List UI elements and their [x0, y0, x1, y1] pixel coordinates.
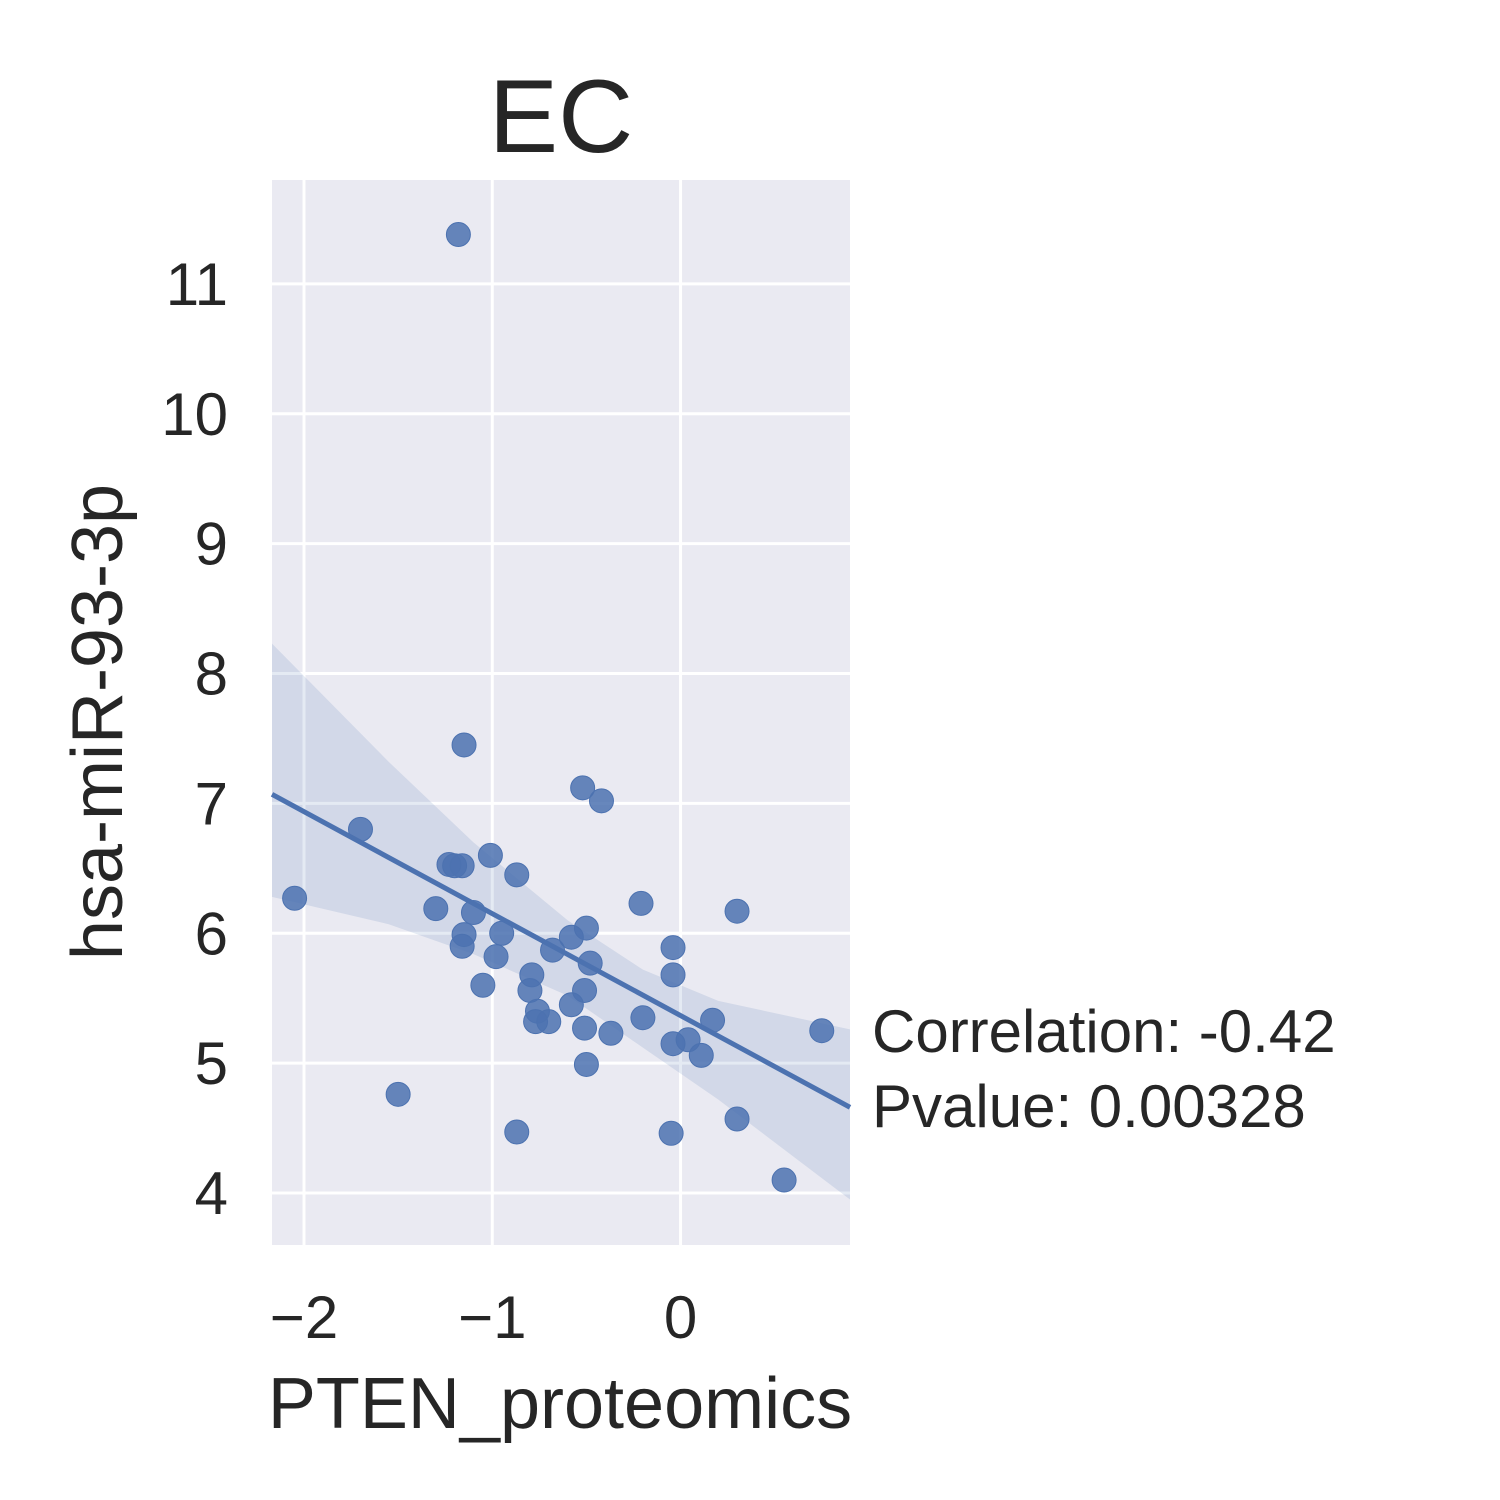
y-tick-label: 5	[195, 1030, 228, 1097]
data-point	[451, 732, 477, 758]
data-point	[504, 862, 530, 888]
data-point	[449, 853, 475, 879]
data-point	[598, 1020, 624, 1046]
data-point	[449, 933, 475, 959]
y-tick-label: 7	[195, 770, 228, 837]
x-gridlines	[302, 180, 683, 1245]
data-point	[282, 885, 308, 911]
data-point	[504, 1119, 530, 1145]
data-point	[423, 896, 449, 922]
data-point	[660, 935, 686, 961]
data-point	[470, 972, 496, 998]
y-tick-label: 10	[161, 381, 228, 448]
data-point	[536, 1009, 562, 1035]
data-point	[660, 962, 686, 988]
data-point	[558, 992, 584, 1018]
pvalue-annotation: Pvalue: 0.00328	[872, 1073, 1306, 1140]
data-point	[658, 1120, 684, 1146]
data-point	[385, 1081, 411, 1107]
data-point	[628, 890, 654, 916]
x-axis-label: PTEN_proteomics	[268, 1364, 852, 1444]
data-point	[483, 944, 509, 970]
x-tick-label: −2	[270, 1284, 338, 1351]
y-tick-label: 8	[195, 641, 228, 708]
data-point	[588, 788, 614, 814]
chart-title: EC	[489, 59, 633, 175]
data-point	[573, 1051, 599, 1077]
data-point	[558, 924, 584, 950]
regression-line	[270, 792, 852, 1110]
y-tick-label: 11	[166, 251, 228, 318]
data-point	[771, 1167, 797, 1193]
y-tick-label: 9	[195, 511, 228, 578]
y-axis-label: hsa-miR-93-3p	[58, 484, 138, 960]
data-point	[477, 842, 503, 868]
scatter-points	[282, 222, 835, 1193]
y-tick-label: 4	[195, 1160, 228, 1227]
y-tick-label: 6	[195, 900, 228, 967]
data-point	[660, 1031, 686, 1057]
x-tick-labels: −2 −1 0	[270, 1284, 697, 1351]
data-point	[809, 1018, 835, 1044]
data-point	[630, 1005, 656, 1031]
plot-background	[272, 180, 850, 1245]
correlation-annotation: Correlation: -0.42	[872, 998, 1336, 1065]
data-point	[724, 1106, 750, 1132]
x-tick-label: 0	[664, 1284, 697, 1351]
data-point	[724, 898, 750, 924]
x-tick-label: −1	[458, 1284, 526, 1351]
data-point	[445, 222, 471, 248]
data-point	[570, 775, 596, 801]
regression-layer	[270, 792, 852, 1110]
y-tick-labels: 4 5 6 7 8 9 10 11	[161, 251, 228, 1227]
data-point	[572, 1015, 598, 1041]
data-point	[688, 1042, 714, 1068]
